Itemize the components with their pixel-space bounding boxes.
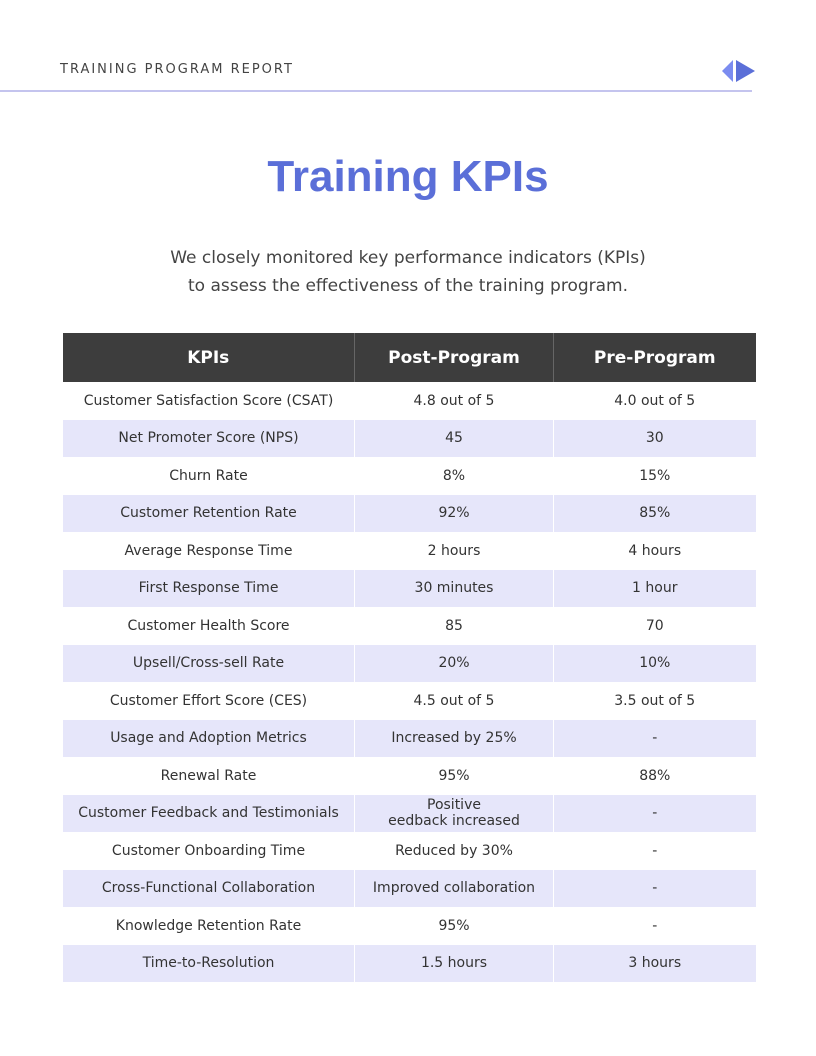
table-cell: Increased by 25% <box>354 719 554 757</box>
intro-line: We closely monitored key performance ind… <box>170 248 646 268</box>
table-cell: 1 hour <box>553 569 756 607</box>
kpi-table: KPIs Post-Program Pre-Program Customer S… <box>62 333 756 982</box>
header-label: TRAINING PROGRAM REPORT <box>60 62 294 77</box>
table-cell: - <box>553 869 756 907</box>
table-cell: 4.5 out of 5 <box>354 682 554 720</box>
table-cell: - <box>553 907 756 945</box>
table-cell: 95% <box>354 757 554 795</box>
table-cell: Customer Retention Rate <box>62 494 355 532</box>
table-cell: Knowledge Retention Rate <box>62 907 355 945</box>
table-cell: Average Response Time <box>62 532 355 570</box>
column-header: KPIs <box>62 333 355 382</box>
table-cell: Customer Satisfaction Score (CSAT) <box>62 382 355 420</box>
table-cell: - <box>553 832 756 870</box>
table-cell: 85 <box>354 607 554 645</box>
table-cell: 88% <box>553 757 756 795</box>
table-cell: 3 hours <box>553 944 756 982</box>
table-cell: - <box>553 794 756 832</box>
table-cell: 30 minutes <box>354 569 554 607</box>
table-row: Time-to-Resolution 1.5 hours 3 hours <box>62 944 756 982</box>
column-header: Pre-Program <box>553 333 756 382</box>
table-cell: 92% <box>354 494 554 532</box>
table-cell: Net Promoter Score (NPS) <box>62 419 355 457</box>
table-cell: 70 <box>553 607 756 645</box>
table-row: Net Promoter Score (NPS) 45 30 <box>62 419 756 457</box>
table-row: Customer Retention Rate 92% 85% <box>62 494 756 532</box>
table-cell: 4 hours <box>553 532 756 570</box>
table-cell: 3.5 out of 5 <box>553 682 756 720</box>
table-cell: Positive eedback increased <box>354 794 554 832</box>
table-cell: Reduced by 30% <box>354 832 554 870</box>
header-rule <box>0 90 752 92</box>
table-row: Customer Feedback and Testimonials Positi… <box>62 794 756 832</box>
table-row: Customer Onboarding Time Reduced by 30% - <box>62 832 756 870</box>
table-cell: Time-to-Resolution <box>62 944 355 982</box>
table-cell: Customer Effort Score (CES) <box>62 682 355 720</box>
intro: We closely monitored key performance ind… <box>0 244 816 300</box>
table-cell: 20% <box>354 644 554 682</box>
table-cell: Usage and Adoption Metrics <box>62 719 355 757</box>
table-cell: 8% <box>354 457 554 495</box>
table-cell: 15% <box>553 457 756 495</box>
table-row: Average Response Time 2 hours 4 hours <box>62 532 756 570</box>
table-cell: Customer Onboarding Time <box>62 832 355 870</box>
table-row: Customer Satisfaction Score (CSAT) 4.8 ou… <box>62 382 756 420</box>
table-cell: - <box>553 719 756 757</box>
intro-line: to assess the effectiveness of the train… <box>187 276 629 296</box>
table-row: Renewal Rate 95% 88% <box>62 757 756 795</box>
table-cell: 1.5 hours <box>354 944 554 982</box>
header-icon <box>722 60 755 82</box>
table-cell: 85% <box>553 494 756 532</box>
table-cell: Renewal Rate <box>62 757 355 795</box>
table-cell: 95% <box>354 907 554 945</box>
header-row: KPIs Post-Program Pre-Program <box>62 333 756 382</box>
table-row: First Response Time 30 minutes 1 hour <box>62 569 756 607</box>
table-cell: First Response Time <box>62 569 355 607</box>
table-body: Customer Satisfaction Score (CSAT) 4.8 ou… <box>62 382 756 982</box>
table-cell: Customer Health Score <box>62 607 355 645</box>
table-cell: Cross-Functional Collaboration <box>62 869 355 907</box>
column-header: Post-Program <box>354 333 554 382</box>
table-cell: Customer Feedback and Testimonials <box>62 794 355 832</box>
table-cell: 10% <box>553 644 756 682</box>
table-cell: 4.8 out of 5 <box>354 382 554 420</box>
table-cell: Churn Rate <box>62 457 355 495</box>
table-cell: Improved collaboration <box>354 869 554 907</box>
table-cell: 4.0 out of 5 <box>553 382 756 420</box>
table-row: Knowledge Retention Rate 95% - <box>62 907 756 945</box>
table-cell: 2 hours <box>354 532 554 570</box>
table-row: Upsell/Cross-sell Rate 20% 10% <box>62 644 756 682</box>
table-cell: Upsell/Cross-sell Rate <box>62 644 355 682</box>
table-row: Cross-Functional Collaboration Improved c… <box>62 869 756 907</box>
table-cell: 30 <box>553 419 756 457</box>
table-row: Usage and Adoption Metrics Increased by 2… <box>62 719 756 757</box>
table-cell: 45 <box>354 419 554 457</box>
page-title: Training KPIs <box>267 152 549 201</box>
table-row: Customer Health Score 85 70 <box>62 607 756 645</box>
table-row: Churn Rate 8% 15% <box>62 457 756 495</box>
